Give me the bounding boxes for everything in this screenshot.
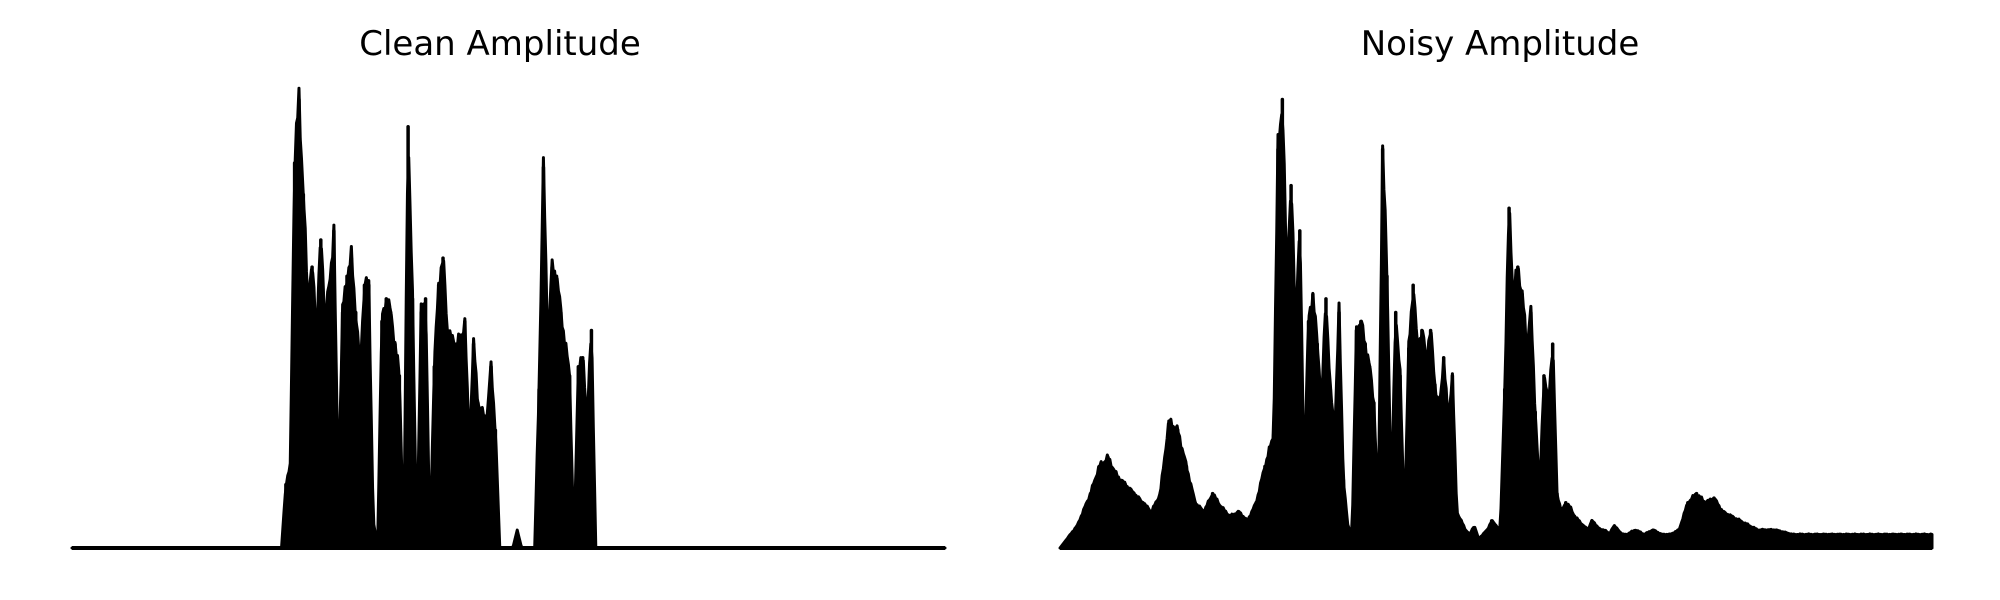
chart-title: Noisy Amplitude — [1360, 24, 1640, 64]
noisy-amplitude-chart: Noisy Amplitude — [1000, 0, 2000, 600]
clean-amplitude-chart: Clean Amplitude — [70, 24, 947, 550]
chart-title: Clean Amplitude — [359, 24, 641, 64]
amplitude-envelope — [1058, 112, 1934, 550]
clean-amplitude-plot — [70, 86, 947, 550]
noisy-amplitude-plot — [1058, 97, 1934, 550]
amplitude-envelope — [70, 86, 947, 550]
